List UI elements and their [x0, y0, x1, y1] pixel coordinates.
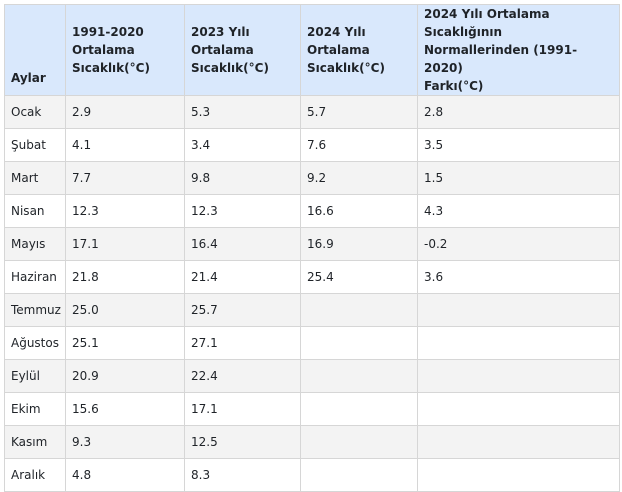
- table-row: Şubat 4.1 3.4 7.6 3.5: [4, 128, 620, 162]
- cell-2023-average: 12.5: [184, 425, 301, 459]
- cell-2024-average: 16.9: [300, 227, 418, 261]
- cell-2024-anomaly: [417, 326, 620, 360]
- table-row: Haziran 21.8 21.4 25.4 3.6: [4, 260, 620, 294]
- cell-2024-anomaly: 3.6: [417, 260, 620, 294]
- cell-2023-average: 21.4: [184, 260, 301, 294]
- cell-normal-1991-2020: 25.0: [65, 293, 185, 327]
- cell-2023-average: 9.8: [184, 161, 301, 195]
- cell-2024-average: [300, 392, 418, 426]
- header-2024-average: 2024 Yılı Ortalama Sıcaklık(°C): [300, 4, 418, 96]
- header-2023-average: 2023 Yılı Ortalama Sıcaklık(°C): [184, 4, 301, 96]
- cell-2024-average: [300, 359, 418, 393]
- cell-2024-average: 5.7: [300, 95, 418, 129]
- table-row: Aralık 4.8 8.3: [4, 458, 620, 492]
- cell-normal-1991-2020: 2.9: [65, 95, 185, 129]
- cell-2023-average: 22.4: [184, 359, 301, 393]
- table-row: Ocak 2.9 5.3 5.7 2.8: [4, 95, 620, 129]
- cell-normal-1991-2020: 7.7: [65, 161, 185, 195]
- header-month: Aylar: [4, 4, 66, 96]
- table-row: Kasım 9.3 12.5: [4, 425, 620, 459]
- cell-normal-1991-2020: 20.9: [65, 359, 185, 393]
- table-row: Ekim 15.6 17.1: [4, 392, 620, 426]
- cell-normal-1991-2020: 15.6: [65, 392, 185, 426]
- table-row: Mayıs 17.1 16.4 16.9 -0.2: [4, 227, 620, 261]
- cell-2023-average: 17.1: [184, 392, 301, 426]
- header-normal-1991-2020: 1991-2020 Ortalama Sıcaklık(°C): [65, 4, 185, 96]
- cell-2024-anomaly: -0.2: [417, 227, 620, 261]
- cell-normal-1991-2020: 12.3: [65, 194, 185, 228]
- cell-2023-average: 3.4: [184, 128, 301, 162]
- cell-2023-average: 16.4: [184, 227, 301, 261]
- cell-month: Şubat: [4, 128, 66, 162]
- cell-2024-anomaly: 1.5: [417, 161, 620, 195]
- cell-month: Mart: [4, 161, 66, 195]
- table-row: Eylül 20.9 22.4: [4, 359, 620, 393]
- table-body: Ocak 2.9 5.3 5.7 2.8 Şubat 4.1 3.4 7.6 3.5 Mart 7.7…: [4, 95, 620, 492]
- cell-2024-anomaly: [417, 359, 620, 393]
- table-row: Mart 7.7 9.8 9.2 1.5: [4, 161, 620, 195]
- cell-normal-1991-2020: 25.1: [65, 326, 185, 360]
- cell-month: Temmuz: [4, 293, 66, 327]
- cell-month: Ekim: [4, 392, 66, 426]
- cell-2024-anomaly: [417, 425, 620, 459]
- cell-month: Eylül: [4, 359, 66, 393]
- cell-2024-anomaly: 4.3: [417, 194, 620, 228]
- cell-2023-average: 27.1: [184, 326, 301, 360]
- table-row: Temmuz 25.0 25.7: [4, 293, 620, 327]
- cell-2023-average: 12.3: [184, 194, 301, 228]
- table-row: Ağustos 25.1 27.1: [4, 326, 620, 360]
- cell-month: Haziran: [4, 260, 66, 294]
- cell-2024-average: [300, 293, 418, 327]
- cell-2024-anomaly: 3.5: [417, 128, 620, 162]
- cell-month: Nisan: [4, 194, 66, 228]
- cell-normal-1991-2020: 21.8: [65, 260, 185, 294]
- cell-2024-average: 16.6: [300, 194, 418, 228]
- table-row: Nisan 12.3 12.3 16.6 4.3: [4, 194, 620, 228]
- cell-2023-average: 8.3: [184, 458, 301, 492]
- cell-month: Mayıs: [4, 227, 66, 261]
- cell-2024-anomaly: 2.8: [417, 95, 620, 129]
- cell-month: Aralık: [4, 458, 66, 492]
- header-2024-anomaly: 2024 Yılı Ortalama Sıcaklığının Normalle…: [417, 4, 620, 96]
- cell-month: Kasım: [4, 425, 66, 459]
- table-header: Aylar 1991-2020 Ortalama Sıcaklık(°C) 20…: [4, 4, 620, 96]
- cell-2024-average: 7.6: [300, 128, 418, 162]
- cell-normal-1991-2020: 17.1: [65, 227, 185, 261]
- cell-normal-1991-2020: 9.3: [65, 425, 185, 459]
- cell-2024-anomaly: [417, 458, 620, 492]
- cell-2023-average: 25.7: [184, 293, 301, 327]
- cell-2024-average: [300, 326, 418, 360]
- cell-2024-average: 9.2: [300, 161, 418, 195]
- cell-2024-anomaly: [417, 392, 620, 426]
- cell-month: Ağustos: [4, 326, 66, 360]
- cell-2023-average: 5.3: [184, 95, 301, 129]
- cell-normal-1991-2020: 4.8: [65, 458, 185, 492]
- header-row: Aylar 1991-2020 Ortalama Sıcaklık(°C) 20…: [4, 4, 620, 96]
- cell-normal-1991-2020: 4.1: [65, 128, 185, 162]
- temperature-table-container: Aylar 1991-2020 Ortalama Sıcaklık(°C) 20…: [4, 4, 620, 492]
- cell-month: Ocak: [4, 95, 66, 129]
- cell-2024-anomaly: [417, 293, 620, 327]
- temperature-table: Aylar 1991-2020 Ortalama Sıcaklık(°C) 20…: [4, 4, 620, 492]
- cell-2024-average: [300, 425, 418, 459]
- cell-2024-average: [300, 458, 418, 492]
- cell-2024-average: 25.4: [300, 260, 418, 294]
